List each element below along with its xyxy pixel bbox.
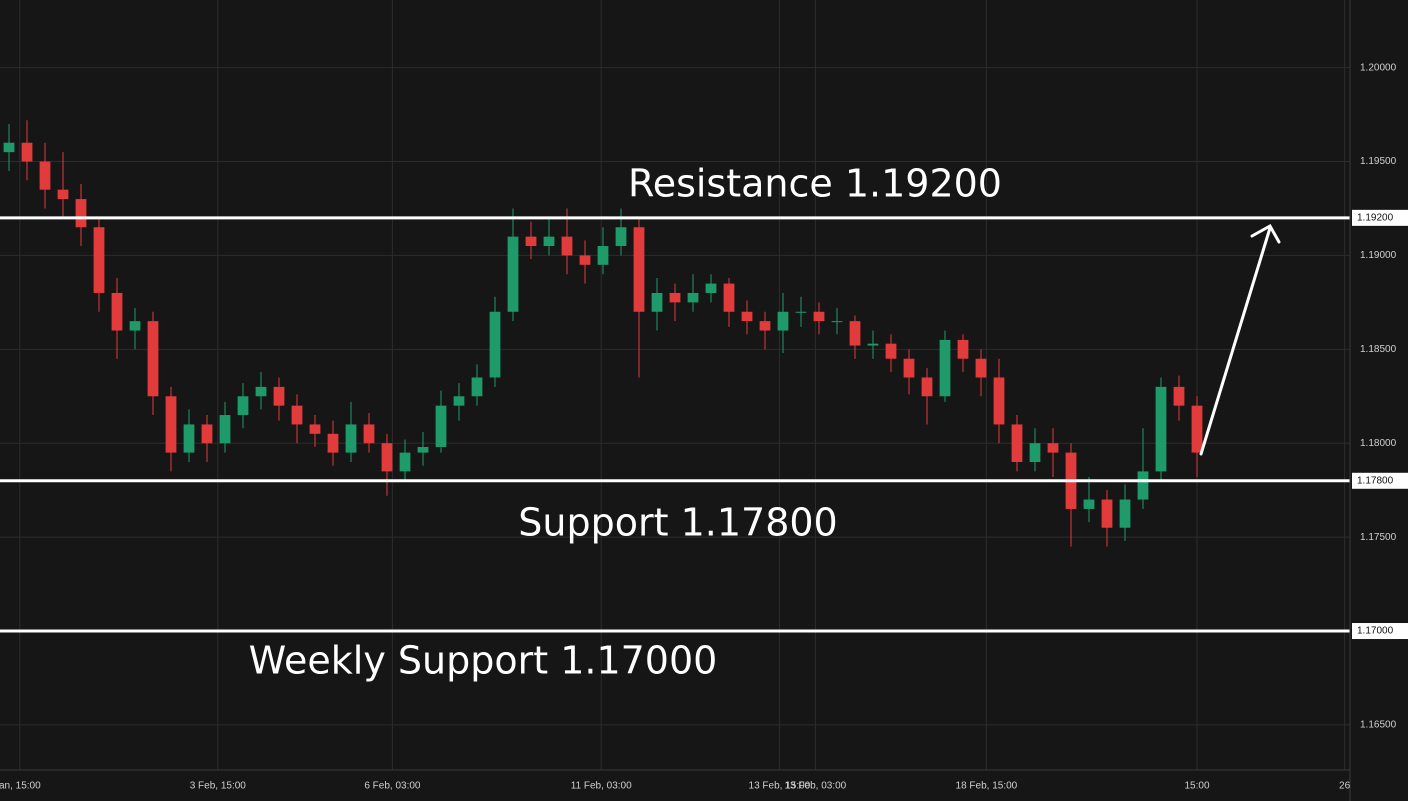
candle-body — [1083, 499, 1095, 509]
candle-body — [957, 339, 969, 359]
candle-body — [525, 236, 537, 247]
y-tick-label: 1.18500 — [1360, 344, 1397, 355]
candle-body — [507, 236, 519, 312]
candle-body — [633, 227, 645, 312]
level-tag — [1352, 209, 1408, 226]
candle-body — [327, 433, 339, 453]
level-tag-label: 1.19200 — [1357, 212, 1394, 223]
projection-arrow — [1199, 223, 1281, 456]
candle-body — [435, 405, 447, 447]
candle-body — [489, 311, 501, 378]
y-tick-label: 1.19500 — [1360, 156, 1397, 167]
candle-body — [975, 358, 987, 378]
candle-body — [1137, 471, 1149, 500]
candle-body — [705, 283, 717, 293]
candle-body — [615, 227, 627, 247]
level-tag-label: 1.17800 — [1357, 475, 1394, 486]
x-tick-label: 11 Feb, 03:00 — [571, 781, 632, 792]
candle-body — [471, 377, 483, 397]
x-tick-label: 13 Feb, 15:00 — [749, 781, 811, 792]
candle-body — [345, 424, 357, 453]
candle-body — [93, 227, 105, 293]
candle-body — [831, 321, 843, 323]
candle-body — [201, 424, 213, 444]
candle-body — [849, 321, 861, 346]
candle-body — [309, 424, 321, 434]
candle-body — [651, 292, 663, 312]
level-tag-label: 1.17000 — [1357, 626, 1394, 637]
x-tick-label: 18 Feb, 15:00 — [956, 781, 1018, 792]
candle-body — [399, 452, 411, 472]
candle-body — [687, 292, 699, 303]
candle-body — [1173, 386, 1185, 406]
candle-body — [885, 343, 897, 359]
candle-body — [417, 446, 429, 453]
x-tick-label: 3 Feb, 15:00 — [190, 781, 247, 792]
candle-body — [921, 377, 933, 397]
candle-body — [21, 142, 33, 162]
candle-body — [597, 246, 609, 265]
y-tick-label: 1.17500 — [1360, 532, 1397, 543]
arrow-shaft — [1199, 226, 1272, 456]
candle-body — [813, 311, 825, 322]
candle-body — [147, 321, 159, 397]
y-tick-label: 1.16500 — [1360, 720, 1397, 731]
candle-body — [669, 292, 681, 303]
candle-body — [741, 311, 753, 322]
y-tick-label: 1.20000 — [1360, 62, 1397, 73]
y-tick-label: 1.18000 — [1360, 438, 1397, 449]
candle-body — [543, 236, 555, 247]
level-tag — [1352, 623, 1408, 640]
weekly-support-annotation: Weekly Support 1.17000 — [249, 639, 718, 683]
candle-body — [57, 189, 69, 200]
levels — [0, 216, 1350, 633]
candle-body — [1101, 499, 1113, 528]
candle-body — [39, 161, 51, 190]
candle-body — [561, 236, 573, 256]
x-tick-label: 26 — [1339, 781, 1351, 792]
candle-body — [777, 311, 789, 331]
candle-body — [111, 292, 123, 331]
candle-body — [1047, 443, 1059, 453]
axes: 1.16500 1.17000 1.17500 1.18000 1.18500 1.190… — [0, 62, 1408, 792]
candle-body — [273, 386, 285, 406]
candle-body — [723, 283, 735, 312]
candle-body — [255, 386, 267, 397]
candle-body — [381, 443, 393, 472]
level-tag — [1352, 472, 1408, 489]
support-annotation: Support 1.17800 — [518, 501, 837, 545]
candle-body — [867, 343, 879, 346]
candle-body — [1029, 443, 1041, 462]
candles — [3, 120, 1203, 547]
candle-body — [939, 339, 951, 397]
x-tick-label: 6 Feb, 03:00 — [364, 781, 421, 792]
candle-body — [1011, 424, 1023, 462]
candle-body — [795, 311, 807, 313]
candle-body — [993, 377, 1005, 425]
resistance-annotation: Resistance 1.19200 — [628, 162, 1002, 206]
x-tick-label: 13 Feb, 03:00 — [785, 781, 847, 792]
candle-body — [1191, 405, 1203, 453]
candle-body — [129, 321, 141, 331]
candle-body — [1119, 499, 1131, 528]
candle-body — [75, 199, 87, 228]
y-tick-label: 1.19000 — [1360, 250, 1397, 261]
candle-body — [363, 424, 375, 444]
x-tick-label: an, 15:00 — [0, 781, 41, 792]
candle-body — [237, 396, 249, 416]
candle-body — [453, 396, 465, 406]
candle-body — [183, 424, 195, 453]
candle-body — [165, 396, 177, 453]
candle-body — [291, 405, 303, 425]
arrow-head — [1250, 223, 1281, 244]
x-tick-label: 15:00 — [1184, 781, 1209, 792]
candle-body — [219, 415, 231, 444]
candle-body — [579, 255, 591, 265]
candle-body — [903, 358, 915, 378]
candle-body — [759, 321, 771, 331]
candle-body — [1155, 386, 1167, 472]
candle-body — [3, 142, 15, 153]
